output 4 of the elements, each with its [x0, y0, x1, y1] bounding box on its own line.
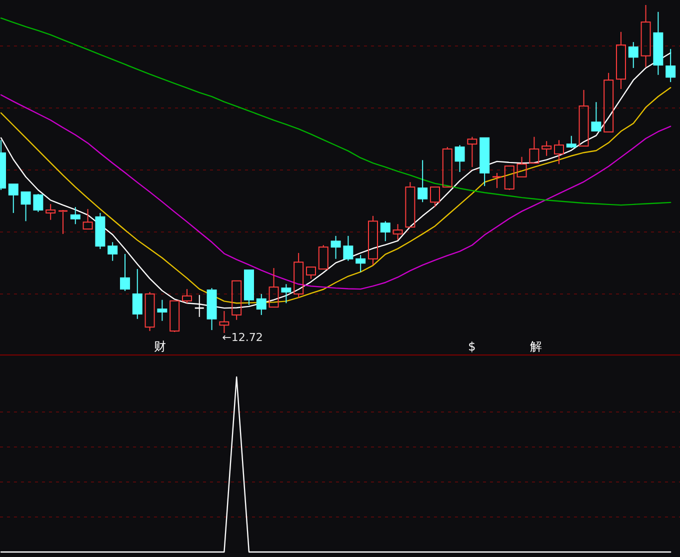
text: 解	[530, 339, 542, 354]
annotation: ←12.72	[222, 331, 263, 344]
text: 财	[154, 339, 166, 354]
text: $	[468, 339, 476, 354]
